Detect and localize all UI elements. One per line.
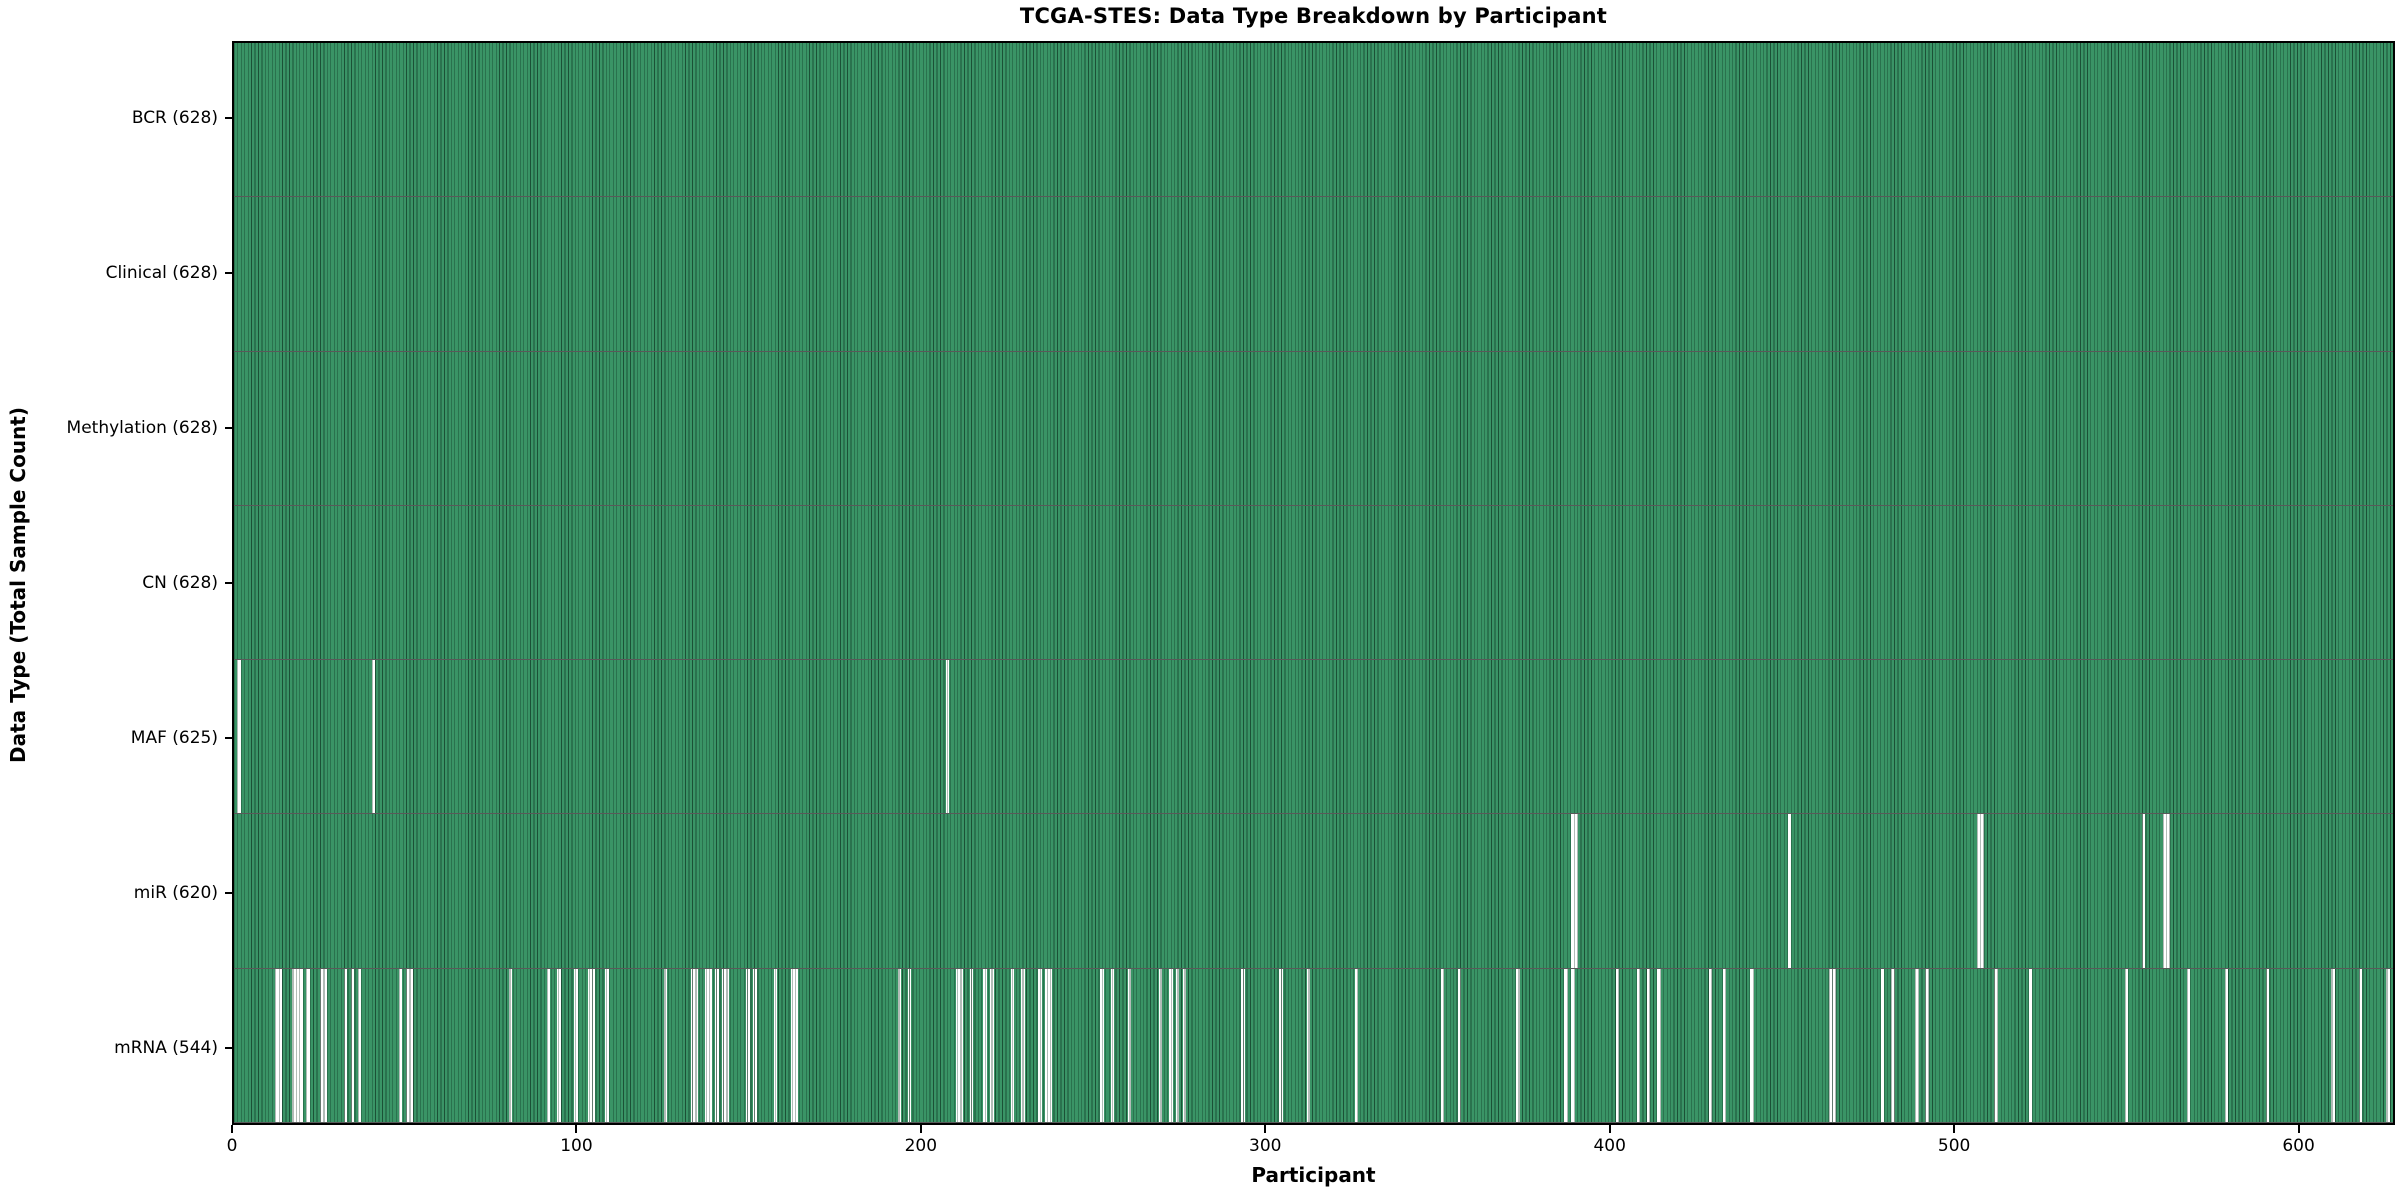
- bar-edge-lines: [234, 814, 2393, 968]
- x-tick-mark: [1608, 1125, 1611, 1133]
- x-tick-mark: [575, 1125, 578, 1133]
- y-tick-labels: BCR (628) Clinical (628) Methylation (628)…: [0, 41, 224, 1125]
- x-tick-label-0: 0: [226, 1136, 238, 1156]
- chart-title: TCGA-STES: Data Type Breakdown by Partic…: [1019, 4, 1608, 28]
- bar-edge-lines: [234, 197, 2393, 351]
- x-tick-label-100: 100: [560, 1136, 593, 1156]
- bar-edge-lines: [234, 505, 2393, 660]
- x-tick-label-600: 600: [2282, 1136, 2315, 1156]
- x-tick-label-300: 300: [1249, 1136, 1282, 1156]
- row-cn: [234, 505, 2393, 661]
- bar-edge-lines: [234, 968, 2393, 1122]
- x-tick-label-500: 500: [1937, 1136, 1971, 1156]
- x-tick-mark: [919, 1125, 922, 1133]
- bar-edge-lines: [234, 351, 2393, 505]
- y-tick-label-clinical: Clinical (628): [105, 263, 218, 284]
- y-tick-mark: [225, 582, 232, 584]
- x-tick-label-400: 400: [1593, 1136, 1626, 1156]
- plot-area: PresentAbsent: [232, 41, 2395, 1125]
- row-mir: [234, 814, 2393, 969]
- x-tick-mark: [1264, 1125, 1267, 1133]
- y-tick-label-cn: CN (628): [142, 573, 218, 593]
- row-methylation: [234, 351, 2393, 506]
- row-mrna: [234, 968, 2393, 1123]
- y-tick-label-bcr: BCR (628): [131, 108, 218, 129]
- y-tick-label-mir: miR (620): [133, 882, 218, 903]
- y-tick-mark: [225, 117, 232, 120]
- y-tick-label-mrna: mRNA (544): [114, 1037, 218, 1058]
- y-tick-mark: [225, 427, 232, 430]
- x-tick-mark: [1953, 1125, 1956, 1133]
- row-bcr: [234, 43, 2393, 198]
- x-tick-label-200: 200: [904, 1136, 938, 1156]
- row-clinical: [234, 197, 2393, 352]
- y-tick-label-methylation: Methylation (628): [66, 418, 218, 439]
- x-tick-mark: [231, 1125, 233, 1133]
- y-tick-mark: [225, 272, 232, 275]
- x-axis-label: Participant: [1251, 1163, 1376, 1187]
- y-tick-mark: [225, 736, 232, 739]
- y-tick-mark: [225, 1046, 232, 1049]
- y-tick-mark: [225, 891, 232, 894]
- x-tick-mark: [2297, 1125, 2300, 1133]
- y-tick-label-maf: MAF (625): [130, 727, 218, 748]
- bar-edge-lines: [234, 43, 2393, 197]
- bar-edge-lines: [234, 660, 2393, 814]
- row-maf: [234, 660, 2393, 815]
